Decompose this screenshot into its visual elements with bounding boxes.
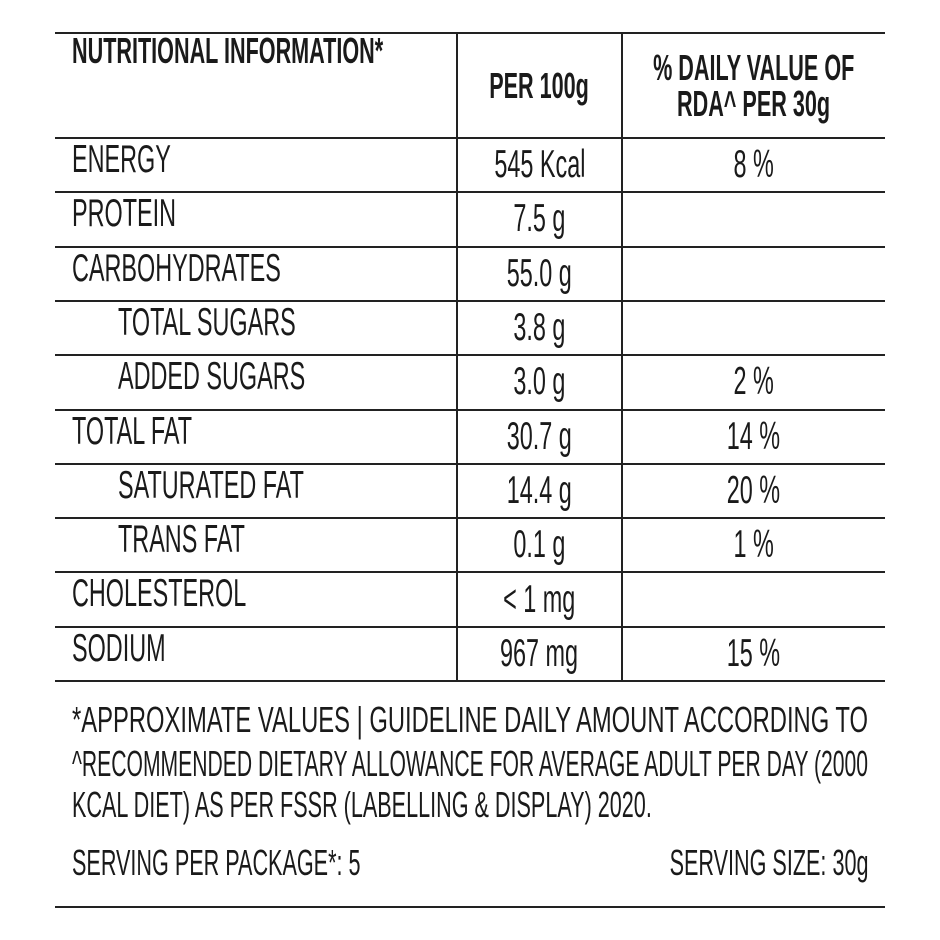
cell-text: CHOLESTEROL — [72, 572, 247, 616]
daily-value: 20 % — [622, 464, 885, 518]
per-100g-value: < 1 mg — [457, 572, 622, 626]
rule — [55, 517, 885, 520]
cell-text: 55.0 g — [506, 251, 573, 295]
sub-nutrient-name: SATURATED FAT — [55, 464, 457, 518]
column-header: % DAILY VALUE OF RDA^ PER 30g — [622, 33, 885, 138]
per-100g-value: 30.7 g — [457, 410, 622, 464]
daily-value: 8 % — [622, 138, 885, 192]
per-100g-value: 7.5 g — [457, 192, 622, 246]
daily-value: 1 % — [622, 518, 885, 572]
footnote-line: *APPROXIMATE VALUES | GUIDELINE DAILY AM… — [72, 699, 868, 740]
daily-value: 14 % — [622, 410, 885, 464]
cell-text: RDA^ PER 30g — [676, 82, 831, 124]
per-100g-value: 55.0 g — [457, 247, 622, 301]
cell-text: 14.4 g — [506, 468, 573, 512]
cell-text: 545 Kcal — [493, 143, 586, 187]
cell-text: 967 mg — [500, 631, 579, 675]
daily-value: 2 % — [622, 355, 885, 409]
footnote-line: ^RECOMMENDED DIETARY ALLOWANCE FOR AVERA… — [72, 743, 868, 784]
rule — [55, 299, 885, 302]
cell-text: TOTAL FAT — [72, 409, 193, 453]
rule — [55, 680, 885, 682]
rule — [55, 245, 885, 248]
nutrient-name: CHOLESTEROL — [55, 572, 457, 626]
cell-text: 2 % — [733, 360, 774, 404]
cell-text: 8 % — [733, 143, 774, 187]
column-header: NUTRITIONAL INFORMATION* — [55, 33, 457, 138]
rule — [55, 906, 885, 908]
column-rule — [456, 33, 458, 681]
nutrient-name: ENERGY — [55, 138, 457, 192]
rule — [55, 462, 885, 465]
serving-per-package: SERVING PER PACKAGE*: 5 — [72, 842, 361, 883]
per-100g-value: 0.1 g — [457, 518, 622, 572]
column-rule — [621, 33, 623, 681]
cell-text: PROTEIN — [72, 192, 177, 236]
rule — [55, 625, 885, 628]
cell-text: 7.5 g — [513, 197, 566, 241]
nutrient-name: PROTEIN — [55, 192, 457, 246]
cell-text: ADDED SUGARS — [118, 355, 306, 399]
cell-text: 30.7 g — [506, 414, 573, 458]
cell-text: 3.0 g — [513, 360, 566, 404]
serving-size: SERVING SIZE: 30g — [669, 842, 868, 883]
cell-text: < 1 mg — [503, 577, 576, 621]
cell-text: CARBOHYDRATES — [72, 246, 281, 290]
daily-value: 15 % — [622, 627, 885, 681]
rule — [55, 354, 885, 357]
rule — [55, 32, 885, 34]
cell-text: TRANS FAT — [118, 518, 245, 562]
per-100g-value: 3.0 g — [457, 355, 622, 409]
cell-text: ENERGY — [72, 138, 171, 181]
cell-text: PER 100g — [489, 64, 590, 106]
column-header: PER 100g — [457, 33, 622, 138]
cell-text: TOTAL SUGARS — [118, 300, 296, 344]
nutrient-name: SODIUM — [55, 627, 457, 681]
sub-nutrient-name: ADDED SUGARS — [55, 355, 457, 409]
per-100g-value: 545 Kcal — [457, 138, 622, 192]
cell-text: 20 % — [726, 468, 781, 512]
cell-text: 0.1 g — [513, 523, 566, 567]
cell-text: NUTRITIONAL INFORMATION* — [72, 30, 384, 71]
sub-nutrient-name: TRANS FAT — [55, 518, 457, 572]
footnote-line: KCAL DIET) AS PER FSSR (LABELLING & DISP… — [72, 784, 652, 825]
per-100g-value: 3.8 g — [457, 301, 622, 355]
cell-text: 14 % — [726, 414, 781, 458]
rule — [55, 137, 885, 139]
cell-text: SATURATED FAT — [118, 463, 304, 507]
cell-text: SODIUM — [72, 626, 166, 670]
per-100g-value: 14.4 g — [457, 464, 622, 518]
rule — [55, 571, 885, 574]
nutrient-name: CARBOHYDRATES — [55, 247, 457, 301]
rule — [55, 408, 885, 411]
sub-nutrient-name: TOTAL SUGARS — [55, 301, 457, 355]
rule — [55, 191, 885, 194]
cell-text: 15 % — [726, 631, 781, 675]
cell-text: 3.8 g — [513, 306, 566, 350]
nutrient-name: TOTAL FAT — [55, 410, 457, 464]
per-100g-value: 967 mg — [457, 627, 622, 681]
cell-text: % DAILY VALUE OF — [652, 46, 855, 88]
cell-text: 1 % — [733, 523, 774, 567]
